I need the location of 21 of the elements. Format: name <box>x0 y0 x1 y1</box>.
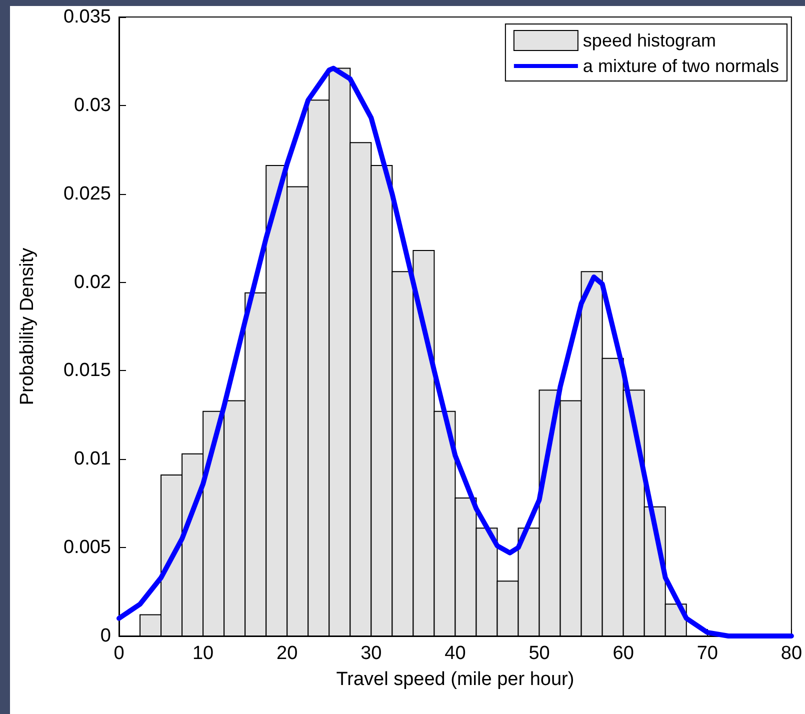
x-tick-label: 60 <box>612 643 634 664</box>
y-tick-label: 0.015 <box>63 360 111 382</box>
y-tick-label: 0.005 <box>63 537 111 558</box>
x-tick-label: 40 <box>444 643 466 664</box>
legend-label: a mixture of two normals <box>582 56 780 76</box>
x-tick-label: 50 <box>528 643 550 664</box>
x-tick-label: 10 <box>192 643 214 664</box>
x-tick-label: 30 <box>360 643 382 664</box>
y-tick-label: 0.035 <box>63 6 111 28</box>
y-tick-label: 0.02 <box>74 272 111 293</box>
legend-label: speed histogram <box>582 30 716 50</box>
x-tick-label: 70 <box>696 643 718 664</box>
y-tick-label: 0.025 <box>63 183 111 204</box>
x-tick-label: 20 <box>276 643 298 664</box>
y-tick-label: 0.01 <box>74 448 111 470</box>
y-tick-label: 0.03 <box>74 94 111 116</box>
x-axis-title: Travel speed (mile per hour) <box>336 669 574 690</box>
x-tick-label: 80 <box>780 643 802 664</box>
y-tick-label: 0 <box>100 626 111 646</box>
y-axis-title: Probability Density <box>17 247 38 406</box>
x-tick-label: 0 <box>114 643 124 664</box>
